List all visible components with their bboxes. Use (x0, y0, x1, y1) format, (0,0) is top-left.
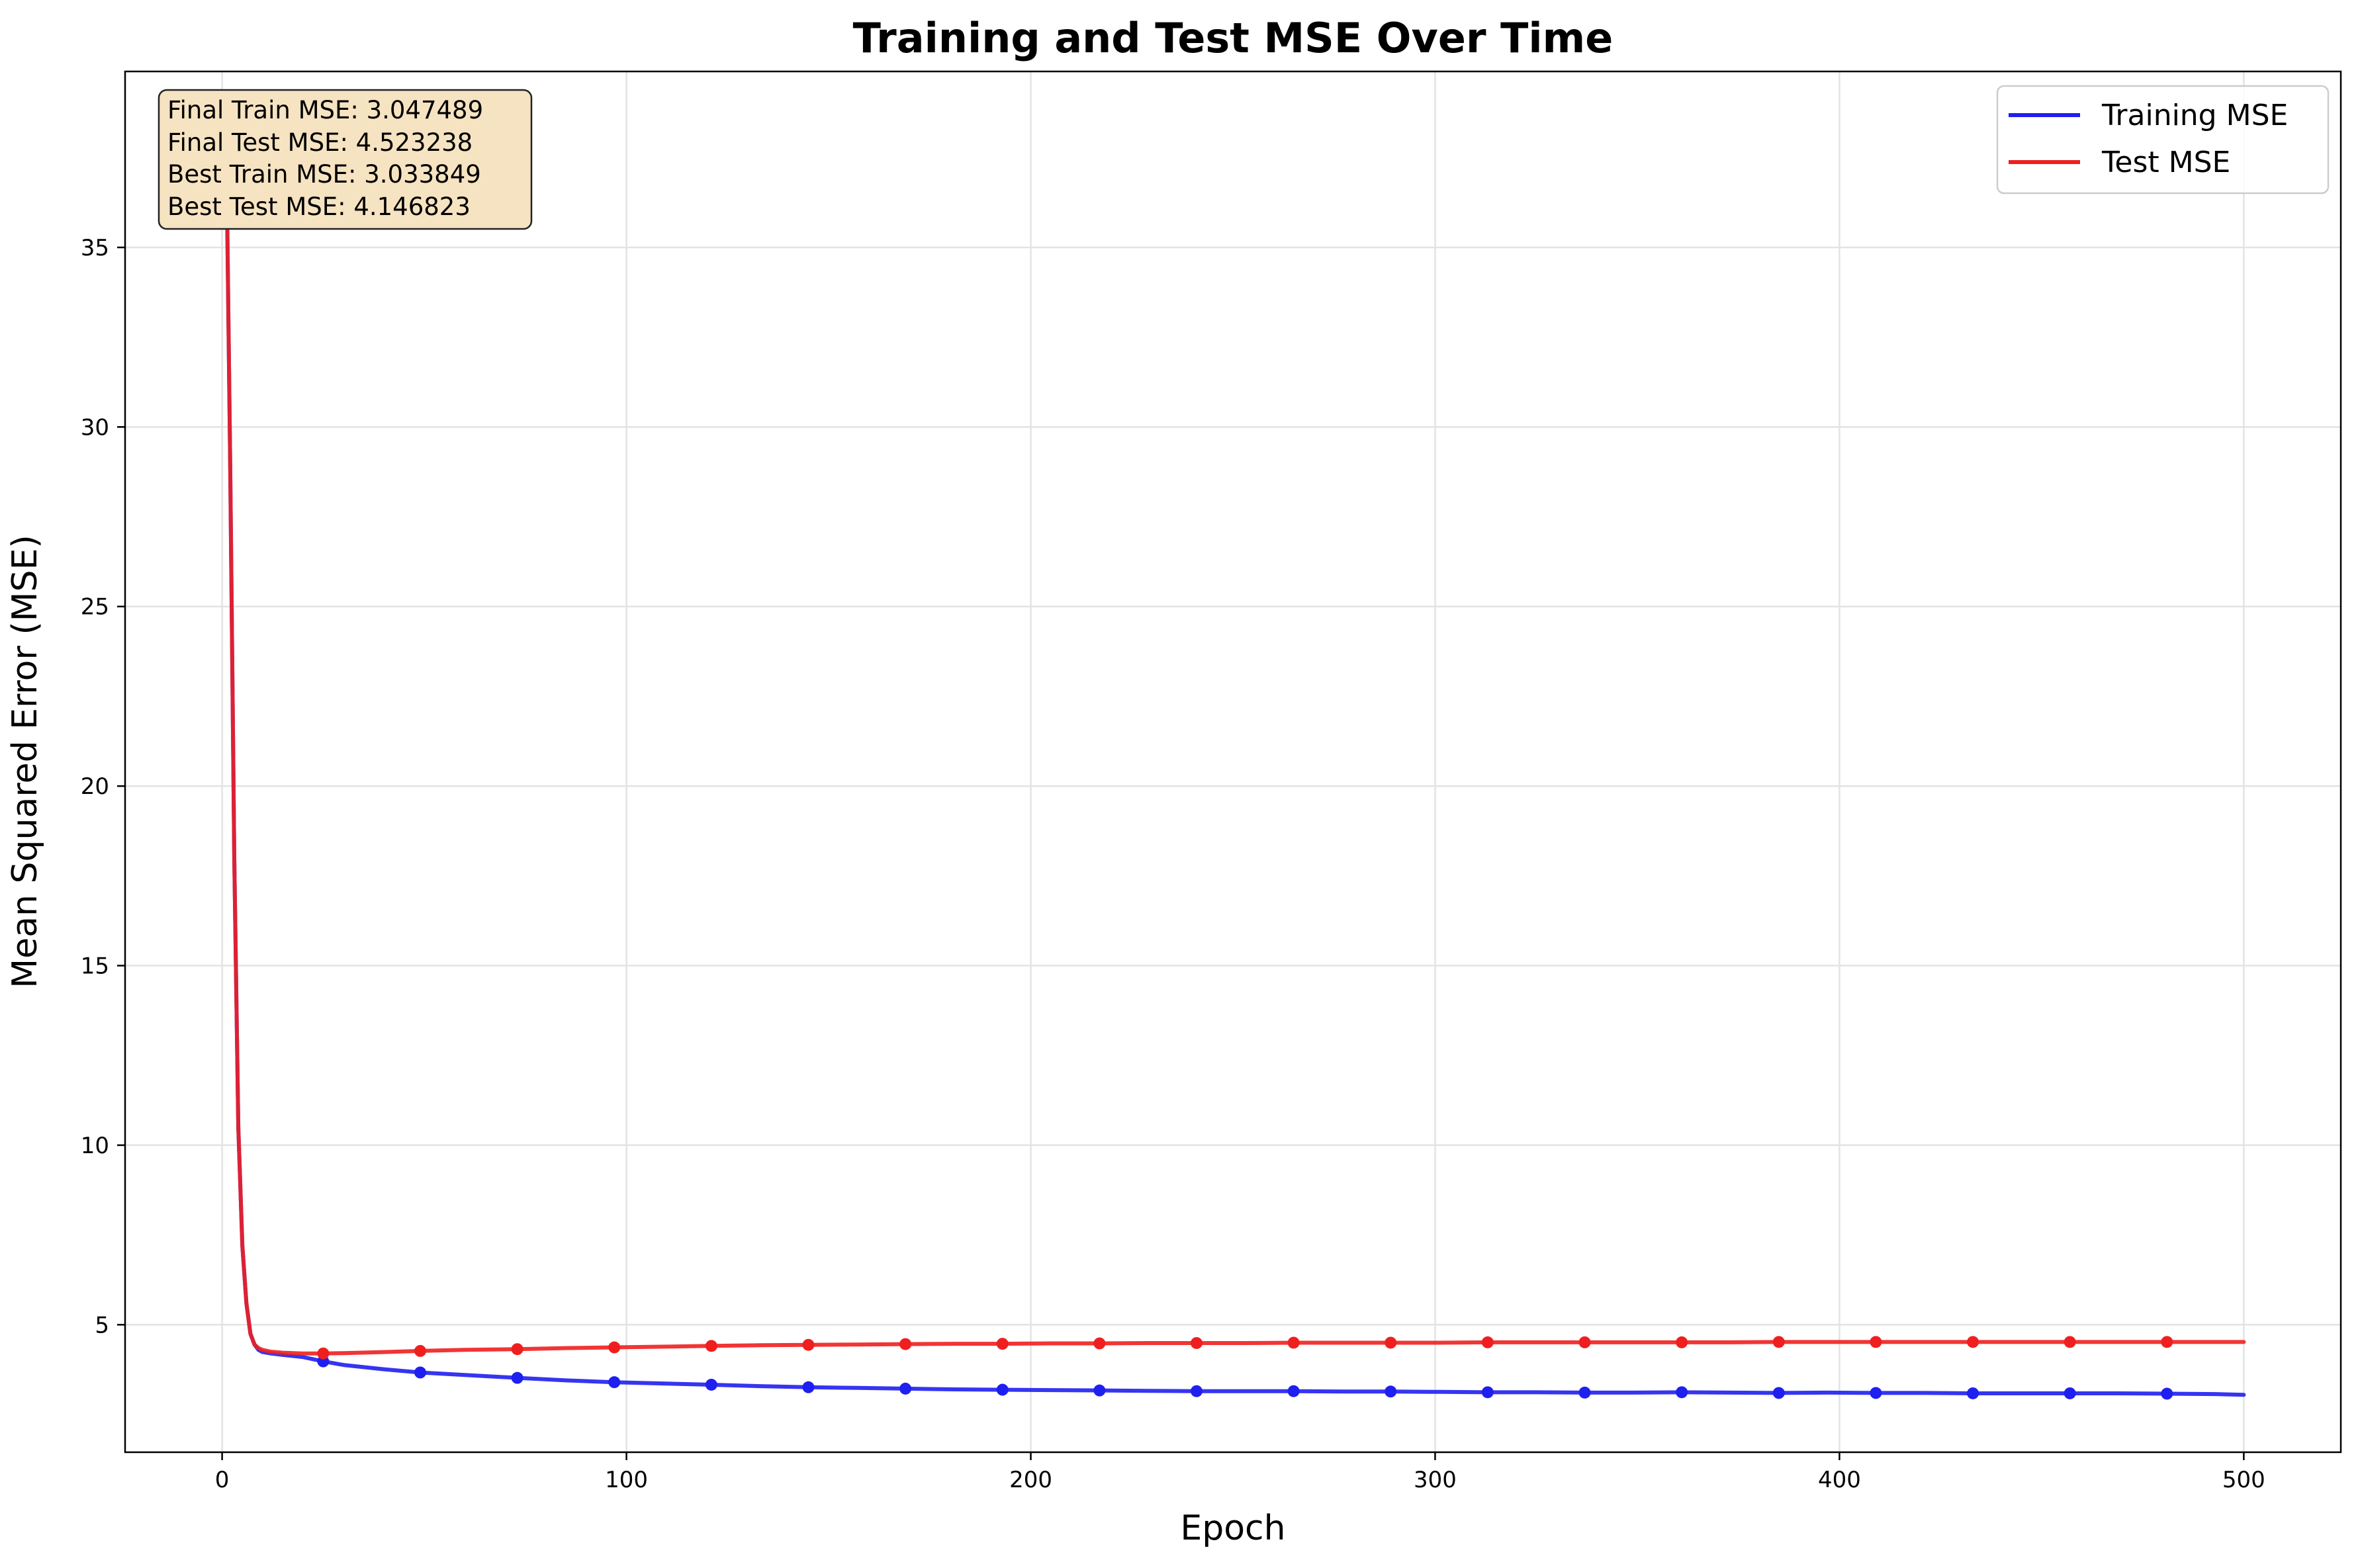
training-marker (1676, 1386, 1688, 1399)
x-tick-label: 500 (2222, 1467, 2265, 1493)
x-tick-label: 200 (1009, 1467, 1052, 1493)
grid-layer (125, 71, 2341, 1452)
training-marker (1481, 1386, 1494, 1399)
y-tick-label: 15 (81, 953, 109, 980)
training-marker (802, 1381, 815, 1393)
y-tick-label: 30 (81, 414, 109, 441)
test-mse-line (224, 130, 2246, 1356)
x-tick-label: 400 (1818, 1467, 1861, 1493)
training-marker (1870, 1387, 1882, 1399)
stats-box-background (158, 89, 533, 230)
training-marker (511, 1372, 523, 1384)
training-marker (1967, 1387, 1979, 1399)
y-axis-ticks: 5 10 15 20 25 30 35 (81, 235, 125, 1338)
training-marker (1287, 1385, 1300, 1397)
x-axis-ticks: 0 100 200 300 400 500 (215, 1452, 2265, 1493)
y-tick-label: 10 (81, 1133, 109, 1159)
test-marker (899, 1338, 912, 1350)
test-marker (414, 1344, 426, 1357)
stats-best-test: Best Test MSE: 4.146823 (167, 193, 471, 221)
stats-final-train: Final Train MSE: 3.047489 (167, 96, 483, 124)
stats-final-test: Final Test MSE: 4.523238 (167, 128, 473, 157)
legend: Training MSE Test MSE (1996, 85, 2330, 195)
series-layer (224, 130, 2246, 1397)
y-axis-label: Mean Squared Error (MSE) (5, 535, 45, 988)
training-marker (705, 1378, 717, 1391)
chart-title: Training and Test MSE Over Time (853, 14, 1613, 62)
training-marker (1191, 1385, 1203, 1397)
legend-frame (1996, 85, 2330, 195)
test-marker (2161, 1336, 2173, 1348)
plot-frame (124, 70, 2342, 1454)
stats-best-train: Best Train MSE: 3.033849 (167, 160, 481, 189)
y-tick-label: 20 (81, 773, 109, 800)
training-marker (608, 1376, 621, 1389)
legend-label-training: Training MSE (2101, 99, 2288, 132)
training-marker (1578, 1386, 1591, 1399)
training-marker (996, 1383, 1009, 1396)
test-marker (2064, 1336, 2076, 1348)
test-marker (608, 1341, 621, 1354)
test-marker (1287, 1336, 1300, 1349)
test-marker (1481, 1336, 1494, 1348)
test-marker (996, 1338, 1009, 1350)
test-marker (1191, 1336, 1203, 1349)
y-tick-label: 5 (95, 1312, 109, 1338)
x-axis-label: Epoch (1180, 1508, 1285, 1548)
test-marker (317, 1347, 330, 1360)
training-marker (2064, 1387, 2076, 1399)
training-marker (1093, 1384, 1106, 1397)
marker-layer (317, 1336, 2173, 1400)
test-marker (1676, 1336, 1688, 1348)
test-marker (802, 1338, 815, 1351)
test-marker (1093, 1337, 1106, 1350)
y-tick-label: 25 (81, 594, 109, 621)
training-marker (2161, 1387, 2173, 1400)
training-mse-line (224, 130, 2246, 1397)
x-tick-label: 300 (1414, 1467, 1457, 1493)
x-tick-label: 100 (605, 1467, 648, 1493)
training-marker (1385, 1385, 1397, 1398)
test-marker (705, 1340, 717, 1352)
test-marker (1870, 1336, 1882, 1348)
test-marker (1578, 1336, 1591, 1348)
test-marker (1385, 1336, 1397, 1349)
test-marker (511, 1343, 523, 1356)
training-marker (1772, 1387, 1785, 1399)
test-marker (1967, 1336, 1979, 1348)
test-marker (1772, 1336, 1785, 1348)
training-marker (899, 1382, 912, 1395)
training-marker (414, 1366, 426, 1379)
stats-box: Final Train MSE: 3.047489 Final Test MSE… (158, 89, 533, 230)
y-tick-label: 35 (81, 235, 109, 261)
legend-label-test: Test MSE (2101, 146, 2230, 179)
x-tick-label: 0 (215, 1467, 230, 1493)
